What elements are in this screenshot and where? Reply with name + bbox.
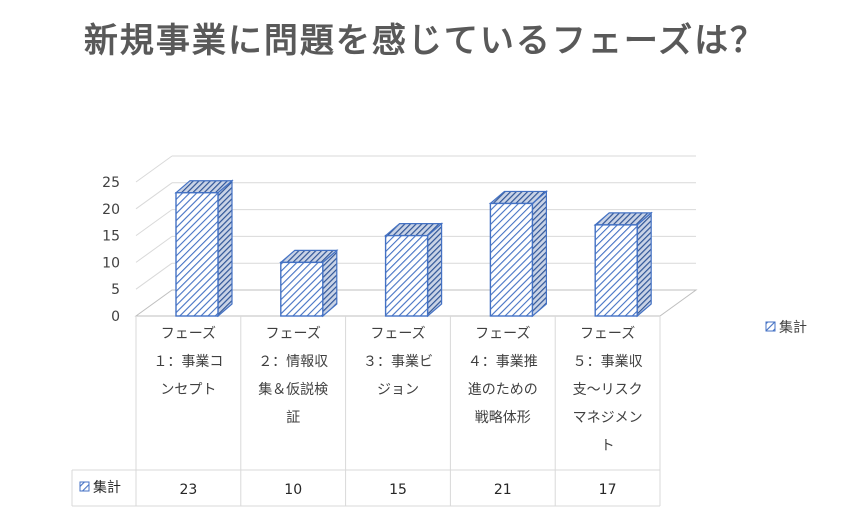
bar-front [280, 261, 324, 317]
category-label: フェーズ [580, 326, 635, 342]
legend: 集計 [765, 319, 807, 336]
bar [488, 190, 549, 318]
chart-title: 新規事業に問題を感じているフェーズは？ [83, 21, 767, 61]
category-label: ４：事業推 [468, 354, 538, 370]
bar-front [384, 234, 429, 317]
bar [174, 179, 234, 318]
category-label: 証 [286, 410, 300, 426]
gridline-side [135, 182, 173, 210]
bar-front [175, 192, 219, 317]
bar-side [636, 211, 652, 318]
gridline-side [135, 209, 173, 237]
category-label: ンセプト [160, 382, 216, 398]
category-label: ３：事業ビ [363, 354, 433, 370]
table-value: 10 [284, 482, 302, 498]
bar-front [594, 224, 638, 317]
category-label: フェーズ [161, 326, 216, 342]
y-tick-label: 5 [111, 282, 120, 298]
category-label: ト [601, 438, 615, 454]
category-label: ジョン [377, 382, 419, 398]
legend-key [765, 321, 776, 332]
legend-label: 集計 [779, 319, 807, 336]
table-value: 15 [389, 482, 407, 498]
category-label: フェーズ [266, 326, 321, 342]
y-tick-label: 15 [102, 229, 120, 245]
category-label: フェーズ [475, 326, 530, 342]
category-label: フェーズ [370, 326, 425, 342]
category-label: 支～リスク [573, 382, 643, 398]
y-tick-label: 20 [102, 202, 120, 218]
category-label: 集＆仮説検 [258, 381, 328, 398]
category-label: 進のための [468, 382, 538, 398]
bar [279, 249, 339, 318]
y-axis-ticks: 0 5 10 15 20 25 [102, 175, 120, 325]
table-series-key [79, 481, 90, 492]
y-tick-label: 0 [111, 309, 120, 325]
gridline-side [135, 262, 173, 290]
bar-side [427, 222, 443, 318]
gridline-side [135, 155, 173, 183]
table-value: 21 [494, 482, 512, 498]
bar-side [531, 190, 548, 318]
chart-floor [134, 289, 698, 317]
y-tick-label: 25 [102, 175, 120, 191]
bar-front [489, 202, 534, 317]
bars [174, 179, 653, 318]
table-series-name: 集計 [93, 479, 121, 496]
bar [593, 211, 653, 318]
bar-side [217, 179, 233, 318]
category-label: 戦略体形 [475, 410, 531, 426]
category-label: ５：事業収 [573, 354, 643, 370]
table-value: 17 [599, 482, 617, 498]
bar [383, 222, 444, 318]
category-label: マネジメン [573, 410, 643, 426]
y-tick-label: 10 [102, 255, 120, 271]
table-value: 23 [179, 482, 197, 498]
category-label: １：事業コ [153, 354, 223, 370]
gridline-side [135, 235, 173, 263]
category-label: ２：情報収 [258, 354, 328, 370]
